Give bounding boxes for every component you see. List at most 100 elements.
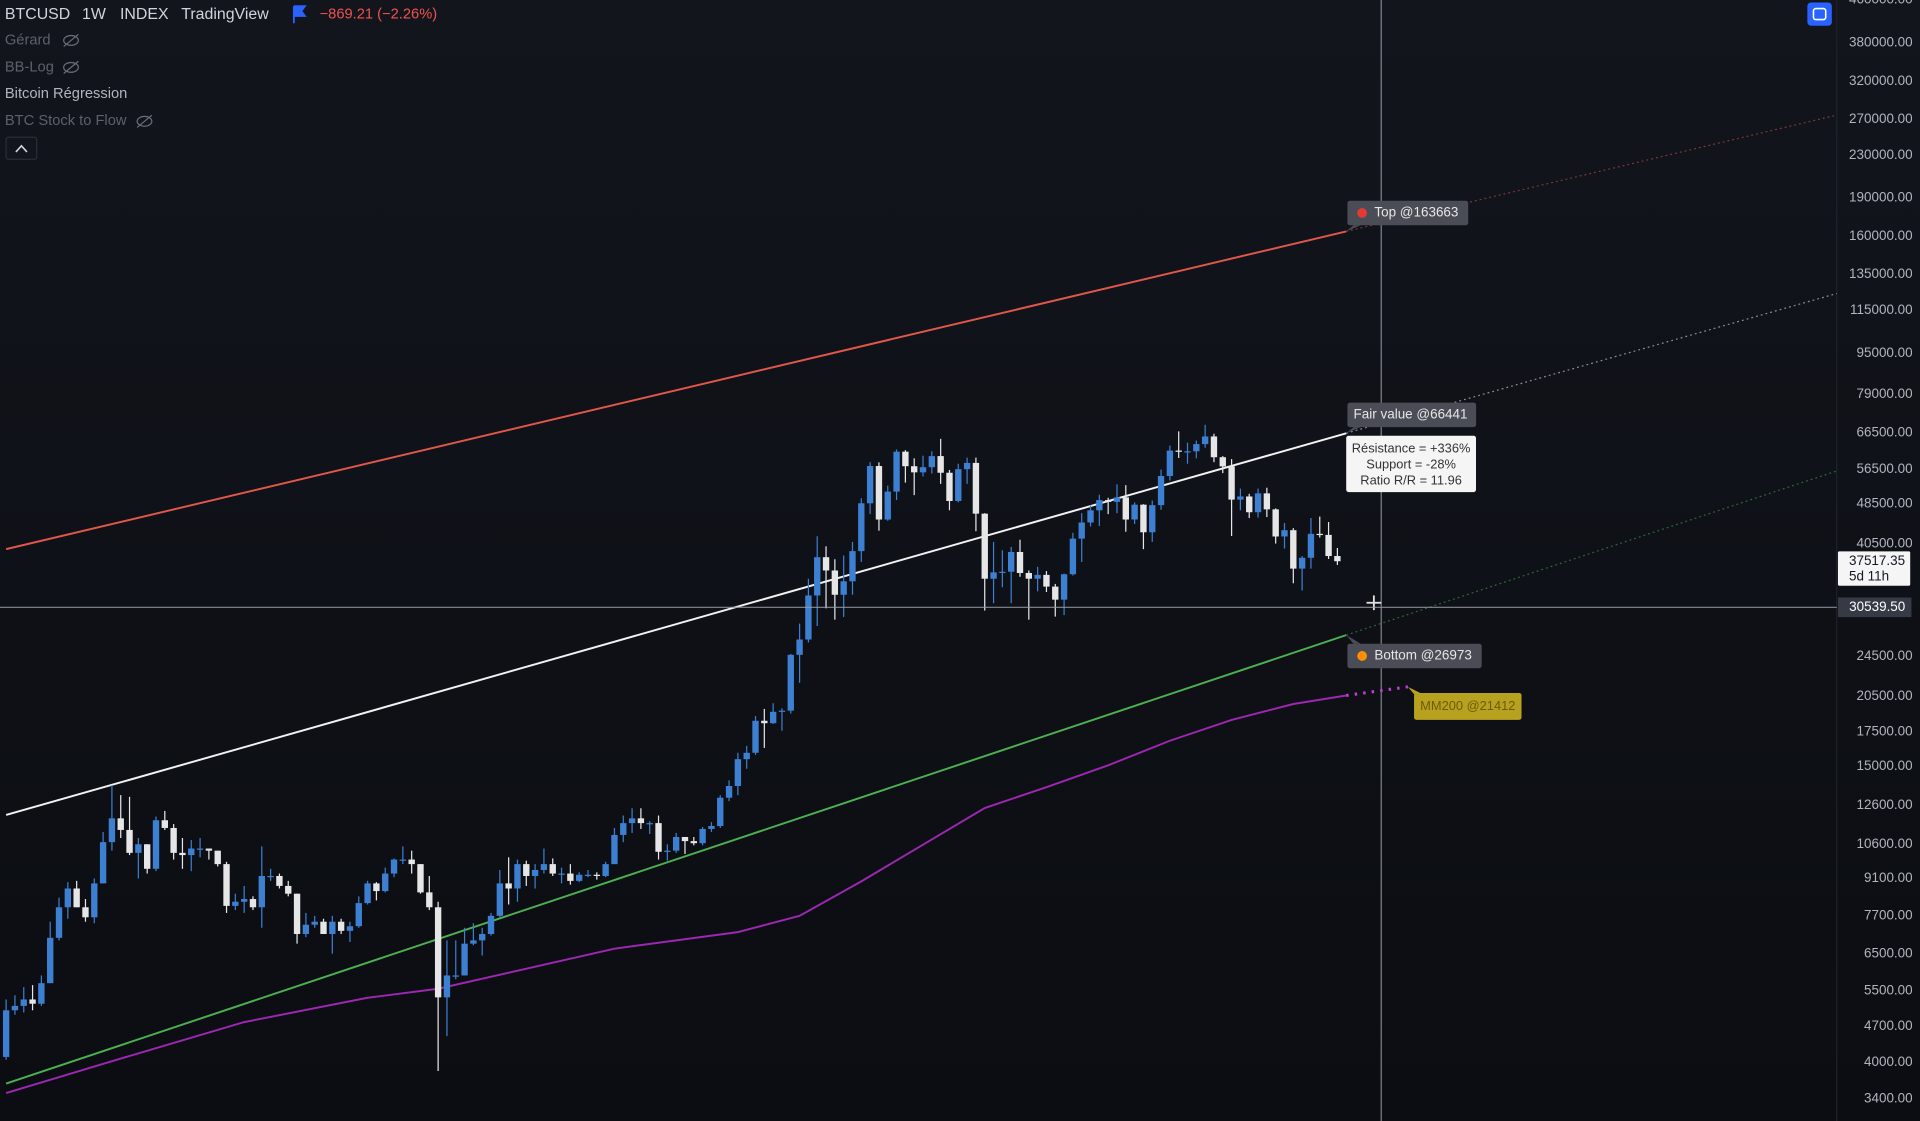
- y-tick-label: 66500.00: [1856, 425, 1912, 440]
- candle-body: [285, 885, 292, 894]
- candle-body: [1104, 500, 1112, 502]
- candle-body: [82, 907, 89, 918]
- candle-body: [1246, 496, 1253, 513]
- candle-body: [1193, 444, 1200, 452]
- candle-body: [320, 921, 327, 934]
- indicator-name[interactable]: Gérard: [5, 32, 51, 48]
- candle-body: [814, 557, 821, 596]
- candle-body: [223, 864, 230, 906]
- flag-icon[interactable]: [292, 5, 307, 24]
- eye-hidden-icon[interactable]: [136, 114, 153, 128]
- candle-body: [329, 921, 336, 934]
- candle-body: [531, 869, 539, 876]
- candle-body: [1069, 538, 1077, 575]
- candle-body: [955, 469, 962, 501]
- candle-body: [470, 940, 477, 944]
- countdown-label: 5d 11h: [1849, 569, 1889, 584]
- indicator-name[interactable]: Bitcoin Régression: [5, 86, 127, 102]
- y-tick-label: 6500.00: [1864, 945, 1913, 960]
- y-tick-label: 10600.00: [1856, 836, 1912, 851]
- regression-line: [5, 432, 1347, 816]
- candle-body: [1219, 457, 1226, 467]
- candle-body: [884, 491, 891, 520]
- candle-body: [29, 999, 36, 1004]
- label-pointer: [1346, 635, 1361, 644]
- candle-body: [805, 595, 812, 640]
- candle-body: [64, 888, 72, 908]
- label-box: [1347, 643, 1482, 669]
- mm200-label: MM200 @21412: [1407, 686, 1522, 720]
- candle-body: [364, 883, 371, 904]
- symbol: BTCUSD: [5, 6, 70, 23]
- collapse-button[interactable]: [5, 136, 38, 160]
- candle-body: [822, 557, 830, 571]
- y-tick-label: 20500.00: [1856, 688, 1912, 703]
- candle-body: [549, 864, 556, 874]
- y-tick-label: 320000.00: [1849, 73, 1913, 88]
- y-tick-label: 230000.00: [1849, 147, 1913, 162]
- candle-body: [1008, 551, 1015, 572]
- candle-body: [911, 466, 918, 473]
- candle-body: [717, 797, 724, 827]
- candle-body: [743, 752, 750, 760]
- price-change: −869.21 (−2.26%): [320, 7, 438, 23]
- candle-body: [505, 883, 512, 889]
- candle-body: [443, 975, 451, 998]
- candle-body: [1096, 500, 1103, 511]
- candle-body: [487, 915, 495, 934]
- candle-body: [831, 570, 839, 595]
- indicator-name[interactable]: BTC Stock to Flow: [5, 113, 127, 129]
- y-tick-label: 5500.00: [1864, 983, 1913, 998]
- eye-hidden-icon[interactable]: [63, 33, 79, 48]
- y-tick-label: 4000.00: [1864, 1054, 1913, 1069]
- settings-button[interactable]: [1807, 2, 1832, 26]
- label-box: [1347, 402, 1477, 428]
- candle-body: [840, 581, 847, 595]
- candle-body: [1087, 510, 1094, 523]
- candle-body: [699, 828, 706, 844]
- regression-stats: Résistance = +336%Support = -28%Ratio R/…: [1346, 435, 1476, 493]
- candle-body: [708, 826, 715, 829]
- candle-body: [196, 848, 204, 850]
- candle-body: [126, 829, 133, 853]
- plot-area: Top @163663 Fair value @66441 Résistance =…: [2, 114, 1837, 1094]
- candle-body: [620, 823, 627, 835]
- candle-body: [990, 572, 997, 579]
- label-pointer: [1346, 225, 1361, 232]
- y-tick-label: 24500.00: [1856, 648, 1912, 663]
- candle-body: [1263, 493, 1271, 510]
- stats-line: Ratio R/R = 11.96: [1360, 472, 1462, 487]
- indicator-name[interactable]: BB-Log: [5, 59, 54, 75]
- y-tick-label: 190000.00: [1849, 190, 1913, 205]
- candle-body: [355, 903, 362, 927]
- y-tick-label: 48500.00: [1856, 495, 1912, 510]
- candle-body: [258, 875, 265, 908]
- candle-body: [1016, 551, 1024, 573]
- candle-body: [161, 820, 168, 828]
- candle-body: [311, 921, 318, 925]
- candle-body: [346, 926, 354, 931]
- label-box: [1347, 200, 1469, 226]
- candle-body: [769, 711, 777, 724]
- mm200-label-text: MM200 @21412: [1420, 698, 1515, 713]
- candle-body: [1201, 436, 1209, 445]
- candle-body: [38, 983, 45, 1004]
- y-tick-label: 9100.00: [1864, 870, 1913, 885]
- regression-label-text: Bottom @26973: [1374, 648, 1472, 663]
- candle-body: [1237, 496, 1244, 500]
- candle-body: [567, 873, 574, 881]
- y-tick-label: 3400.00: [1864, 1090, 1913, 1105]
- candle-body: [902, 451, 909, 467]
- eye-hidden-icon[interactable]: [63, 60, 79, 74]
- candle-body: [1175, 450, 1182, 452]
- y-tick-label: 40500.00: [1856, 536, 1912, 551]
- candle-body: [135, 844, 142, 853]
- candle-body: [188, 848, 195, 856]
- regression-label-text: Top @163663: [1374, 205, 1458, 220]
- regression-label: Bottom @26973: [1346, 635, 1482, 669]
- candle-body: [761, 720, 768, 724]
- candle-body: [919, 467, 927, 473]
- candle-body: [170, 827, 177, 853]
